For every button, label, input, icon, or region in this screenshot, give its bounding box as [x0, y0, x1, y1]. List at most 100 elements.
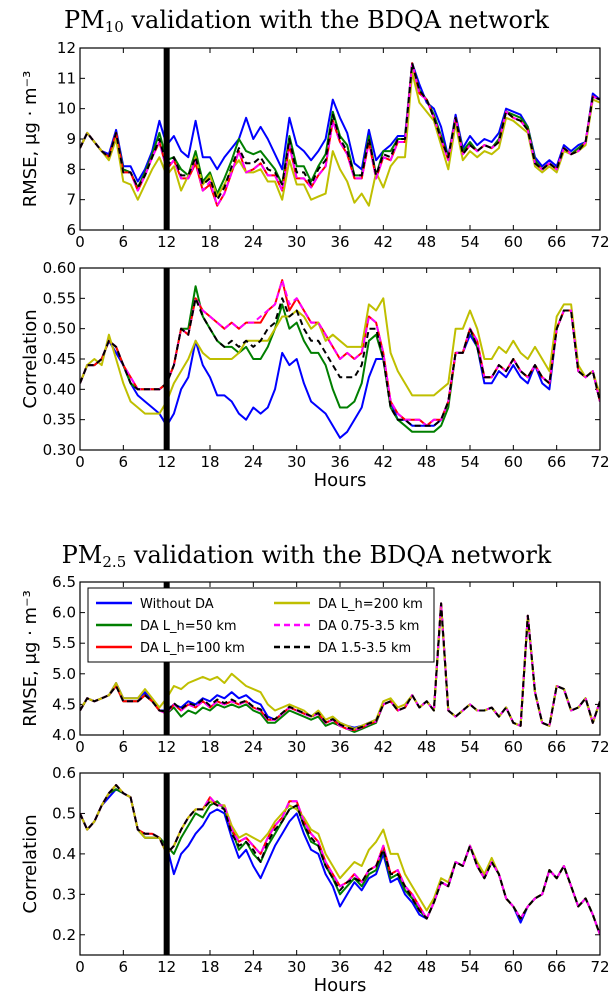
x-tick-label: 18: [200, 958, 219, 976]
x-tick-label: 42: [374, 233, 393, 251]
x-tick-label: 48: [417, 738, 436, 756]
y-tick-label: 0.4: [52, 845, 76, 863]
pm10-title-main: PM: [64, 6, 105, 34]
y-tick-label: 0.2: [52, 926, 76, 944]
y-tick-label: 7: [66, 191, 76, 209]
y-tick-label: 4.0: [52, 726, 76, 744]
x-tick-label: 72: [590, 233, 609, 251]
y-tick-label: 6: [66, 221, 76, 239]
y-tick-label: 6.5: [52, 573, 76, 591]
x-tick-label: 54: [460, 738, 479, 756]
x-tick-label: 36: [330, 958, 349, 976]
x-tick-label: 42: [374, 453, 393, 471]
x-tick-label: 72: [590, 738, 609, 756]
y-tick-label: 0.30: [43, 441, 76, 459]
series-line-3: [80, 784, 600, 936]
y-axis-label: Correlation: [20, 814, 41, 913]
y-axis-label: RMSE, μg · m⁻³: [20, 590, 41, 727]
x-tick-label: 48: [417, 958, 436, 976]
legend: Without DA DA L_h=50 km DA L_h=100 km DA L_…: [87, 587, 435, 663]
x-tick-label: 60: [504, 738, 523, 756]
y-axis-label: Correlation: [20, 309, 41, 408]
x-tick-label: 24: [244, 453, 263, 471]
y-tick-label: 0.50: [43, 320, 76, 338]
x-tick-label: 6: [119, 958, 129, 976]
y-tick-label: 8: [66, 160, 76, 178]
series-line-5: [80, 784, 600, 936]
series-line-5: [80, 602, 600, 731]
y-tick-label: 5.0: [52, 665, 76, 683]
x-tick-label: 66: [547, 233, 566, 251]
x-tick-label: 42: [374, 958, 393, 976]
pm25-title-main: PM: [61, 541, 103, 569]
x-tick-label: 18: [200, 738, 219, 756]
pm25-rmse-panel: 0 6 12 18 24 30 36 42 48 54 60 66 72 4.0 4.5 5.0 5.5 6.0 6…: [20, 573, 610, 756]
x-tick-label: 6: [119, 453, 129, 471]
x-tick-label: 60: [504, 453, 523, 471]
x-tick-label: 24: [244, 233, 263, 251]
x-tick-label: 54: [460, 453, 479, 471]
pm25-title-subscript: 2.5: [102, 553, 127, 571]
pm25-title-rest: validation with the BDQA network: [126, 541, 552, 569]
plot-frame: [79, 267, 601, 451]
x-tick-label: 30: [287, 738, 306, 756]
x-tick-label: 72: [590, 958, 609, 976]
x-tick-label: 48: [417, 233, 436, 251]
plot-frame: [79, 581, 601, 736]
x-tick-label: 30: [287, 453, 306, 471]
y-tick-label: 11: [57, 69, 76, 87]
pm10-title-subscript: 10: [104, 18, 124, 36]
x-tick-label: 60: [504, 233, 523, 251]
x-tick-label: 30: [287, 958, 306, 976]
x-tick-label: 48: [417, 453, 436, 471]
x-tick-label: 6: [119, 233, 129, 251]
x-tick-label: 60: [504, 958, 523, 976]
y-tick-label: 0.3: [52, 885, 76, 903]
x-tick-label: 54: [460, 233, 479, 251]
y-tick-label: 0.35: [43, 411, 76, 429]
y-tick-label: 0.6: [52, 764, 76, 782]
plot-frame: [79, 47, 601, 231]
y-tick-label: 0.45: [43, 350, 76, 368]
x-axis-label: Hours: [314, 975, 367, 995]
y-tick-label: 9: [66, 130, 76, 148]
x-tick-label: 24: [244, 738, 263, 756]
series-group: [80, 279, 600, 439]
pm10-correlation-panel: 0 6 12 18 24 30 36 42 48 54 60 66 72 0.30 0.35 0.40 0.45…: [20, 259, 610, 491]
pm10-title-rest: validation with the BDQA network: [123, 6, 549, 34]
y-tick-label: 0.60: [43, 259, 76, 277]
y-tick-label: 4.5: [52, 695, 76, 713]
x-tick-label: 36: [330, 453, 349, 471]
x-tick-label: 66: [547, 453, 566, 471]
pm10-rmse-panel: 0 6 12 18 24 30 36 42 48 54 60 66 726789101112RMSE, …: [20, 39, 610, 251]
x-axis-label: Hours: [314, 470, 367, 491]
x-tick-label: 12: [157, 738, 176, 756]
x-tick-label: 66: [547, 738, 566, 756]
y-tick-label: 10: [57, 100, 76, 118]
x-tick-label: 36: [330, 233, 349, 251]
x-tick-label: 42: [374, 738, 393, 756]
x-tick-label: 18: [200, 453, 219, 471]
x-tick-label: 24: [244, 958, 263, 976]
y-tick-label: 6.0: [52, 604, 76, 622]
legend-label: DA L_h=50 km: [140, 619, 237, 634]
y-tick-label: 5.5: [52, 634, 76, 652]
x-tick-label: 12: [157, 958, 176, 976]
series-line-1: [80, 788, 600, 936]
x-tick-label: 12: [157, 233, 176, 251]
legend-label: DA L_h=100 km: [140, 641, 245, 656]
y-tick-label: 0.55: [43, 289, 76, 307]
y-tick-label: 0.40: [43, 380, 76, 398]
pm10-figure-title: PM10 validation with the BDQA network: [0, 6, 613, 36]
x-tick-label: 72: [590, 453, 609, 471]
pm25-correlation-panel: 0 6 12 18 24 30 36 42 48 54 60 66 72 0.2 0.3 0.4 0.5 0.6 C…: [20, 764, 610, 995]
x-tick-label: 0: [75, 958, 85, 976]
y-axis-label: RMSE, μg · m⁻³: [20, 71, 41, 208]
series-group: [80, 62, 600, 207]
pm25-figure-title: PM2.5 validation with the BDQA network: [0, 541, 613, 571]
x-tick-label: 30: [287, 233, 306, 251]
x-tick-label: 66: [547, 958, 566, 976]
x-tick-label: 0: [75, 738, 85, 756]
series-line-2: [80, 784, 600, 936]
